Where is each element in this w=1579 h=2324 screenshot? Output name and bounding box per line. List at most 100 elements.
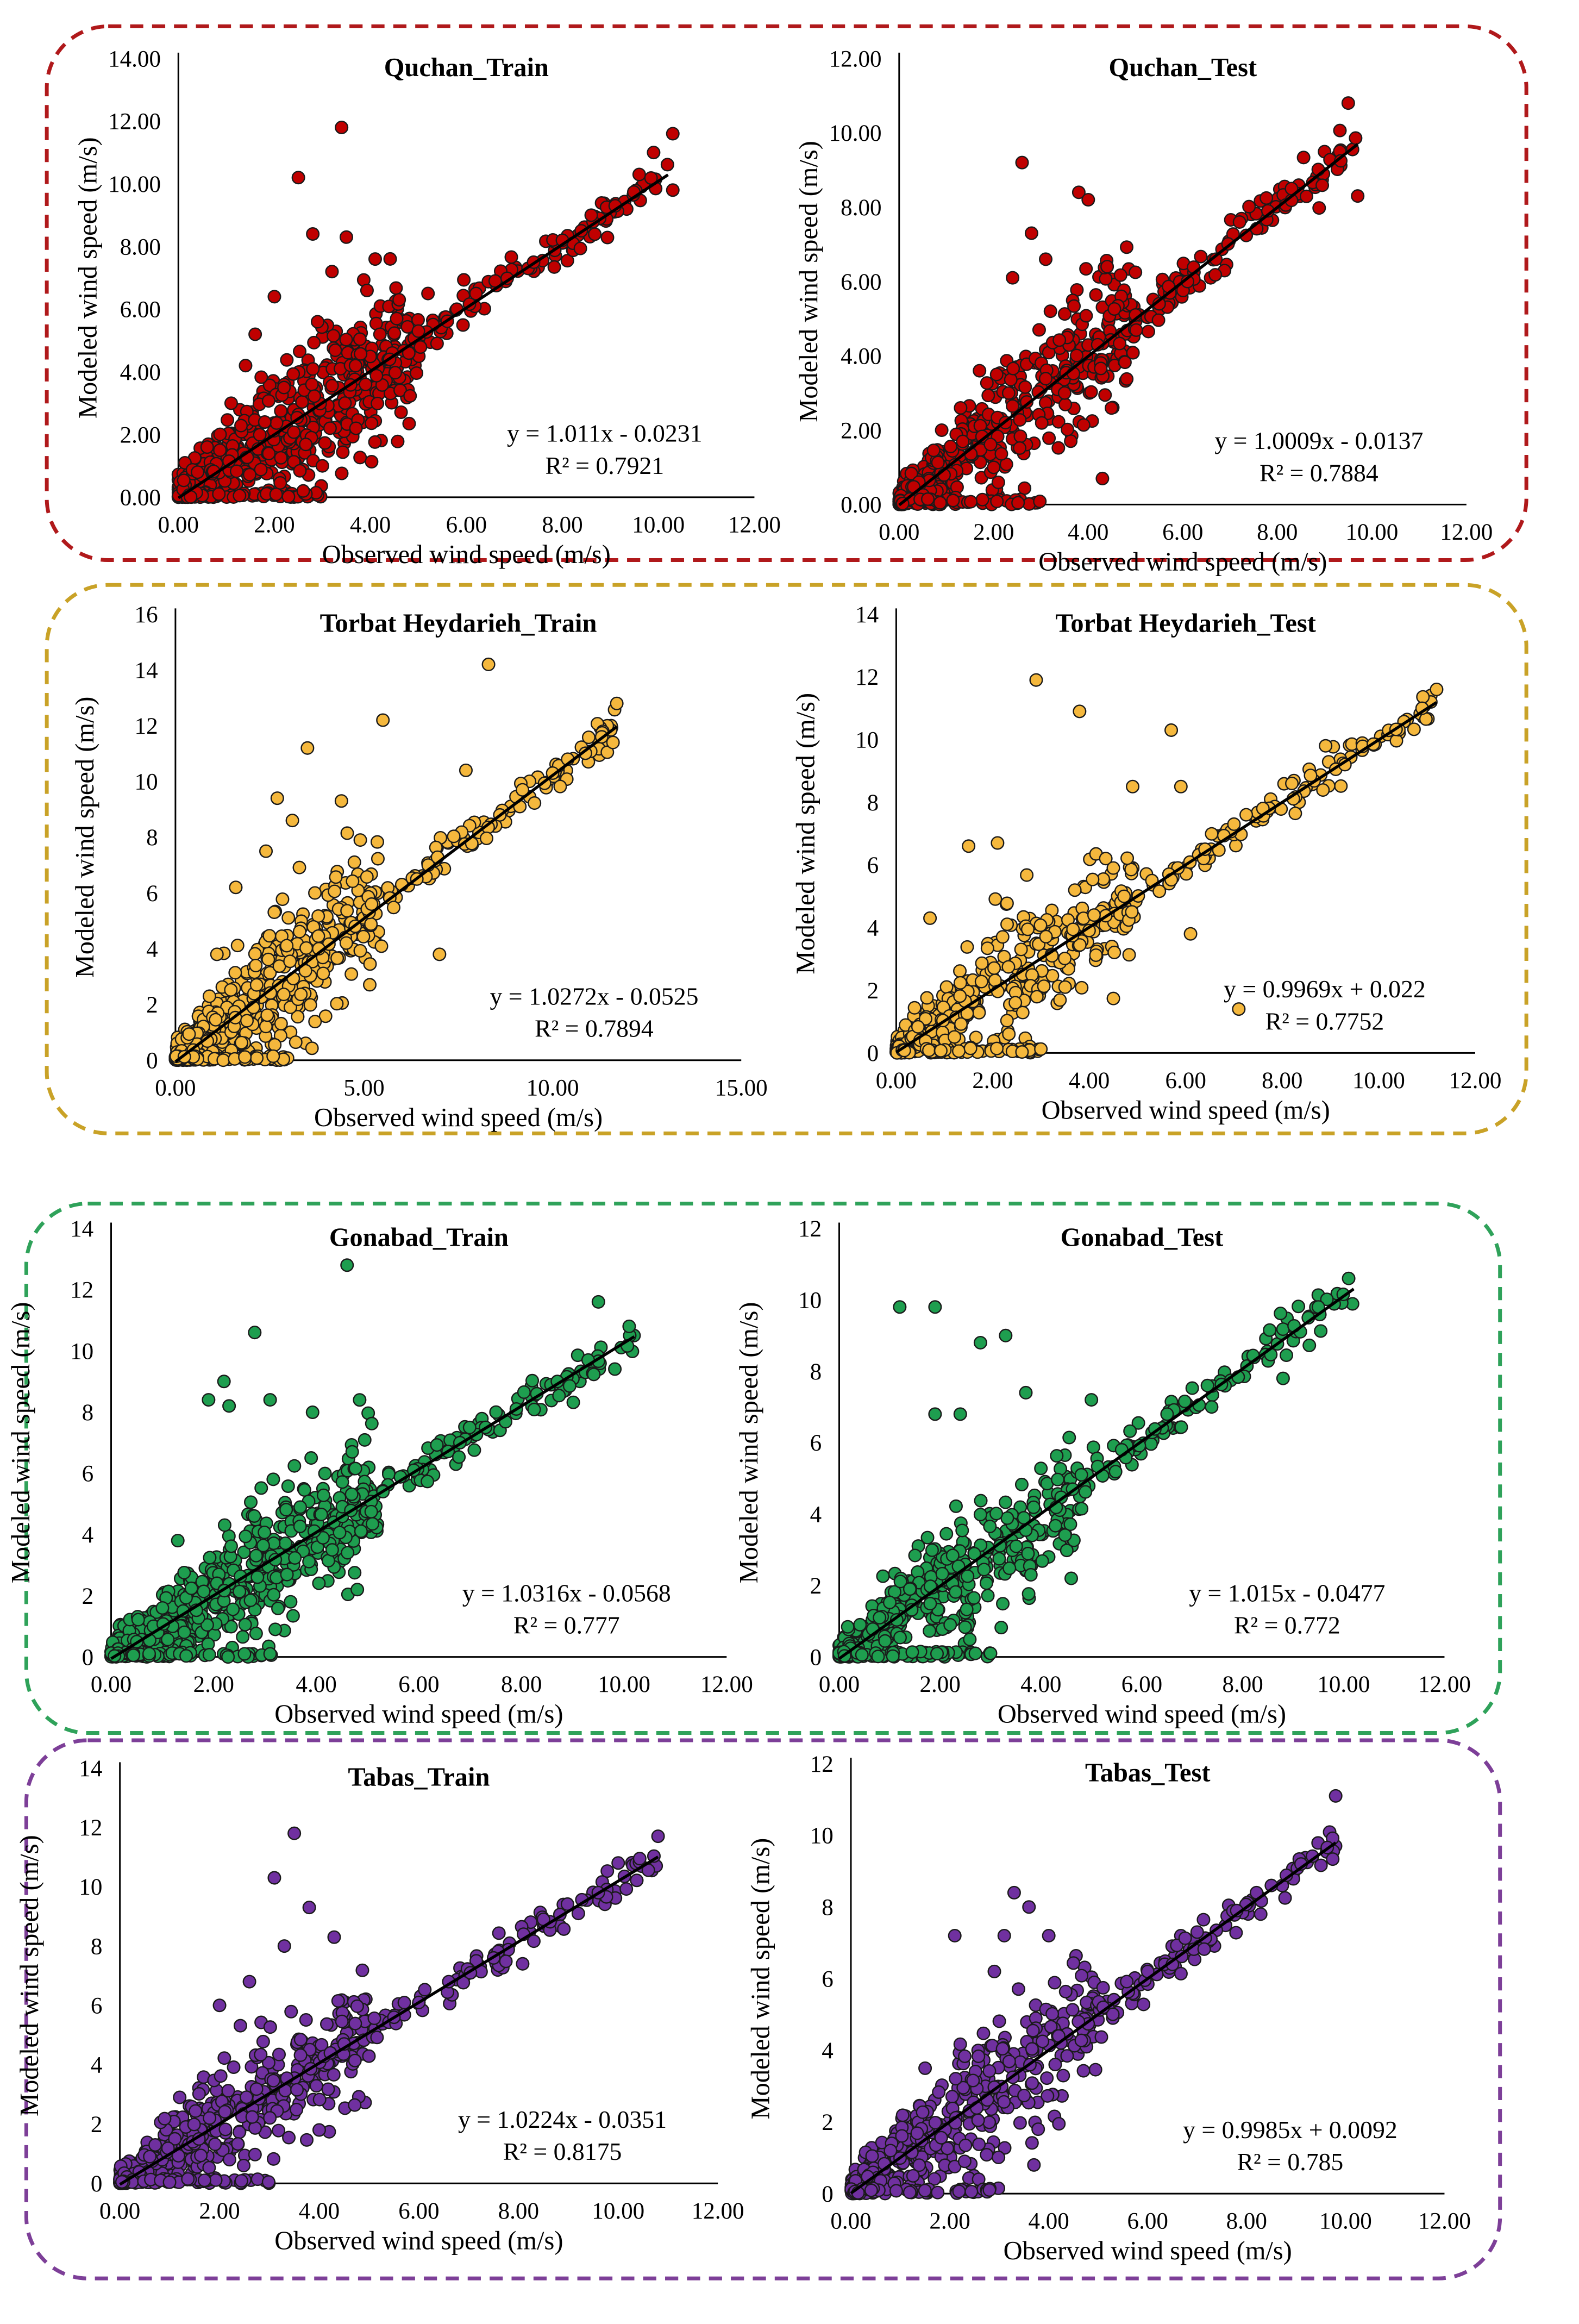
- data-point: [253, 428, 267, 442]
- data-point: [1043, 304, 1057, 318]
- data-point: [433, 947, 447, 961]
- data-point: [1086, 1440, 1100, 1454]
- data-point: [1416, 690, 1430, 704]
- data-point: [925, 1543, 939, 1557]
- data-point: [233, 1584, 247, 1598]
- trendline: [119, 1856, 659, 2186]
- data-point: [980, 941, 994, 955]
- data-point: [263, 2020, 277, 2034]
- data-point: [1013, 441, 1027, 455]
- data-point: [333, 1526, 347, 1540]
- x-tick-label: 10.00: [1352, 1068, 1405, 1094]
- y-tick-label: 14.00: [108, 46, 161, 72]
- data-point: [973, 1508, 987, 1522]
- data-point: [1015, 155, 1029, 170]
- data-point: [280, 939, 294, 953]
- x-tick-label: 6.00: [1162, 520, 1203, 545]
- data-point: [1058, 1528, 1072, 1542]
- data-point: [447, 829, 461, 844]
- y-tick-label: 0: [867, 1041, 879, 1066]
- data-point: [177, 1625, 191, 1639]
- data-point: [182, 1027, 196, 1041]
- scatter-points: [892, 96, 1365, 511]
- group-border-quchan: [45, 24, 1528, 563]
- data-point: [953, 976, 967, 990]
- data-point: [187, 2117, 201, 2132]
- data-point: [270, 416, 284, 430]
- data-point: [222, 2153, 236, 2167]
- data-point: [213, 443, 227, 457]
- data-point: [263, 1393, 277, 1407]
- data-point: [362, 978, 377, 992]
- data-point: [238, 1050, 252, 1064]
- group-border-gonabad: [24, 1201, 1502, 1735]
- data-point: [267, 1871, 281, 1885]
- data-point: [1349, 131, 1363, 145]
- data-point: [873, 1610, 887, 1625]
- data-point: [1048, 1519, 1062, 1533]
- data-point: [277, 380, 291, 395]
- data-point: [325, 1543, 339, 1557]
- data-point: [943, 1617, 957, 1632]
- data-point: [973, 364, 987, 378]
- data-point: [387, 326, 402, 340]
- data-point: [560, 254, 574, 268]
- y-tick-label: 0: [91, 2171, 103, 2197]
- data-point: [1035, 1554, 1049, 1568]
- data-point: [975, 956, 989, 970]
- data-point: [418, 1983, 432, 1997]
- data-point: [224, 983, 238, 997]
- data-point: [994, 1621, 1008, 1635]
- data-point: [1062, 1430, 1076, 1445]
- data-point: [258, 1526, 272, 1540]
- y-tick-label: 2: [146, 992, 158, 1018]
- data-point: [391, 434, 405, 448]
- x-tick-label: 12.00: [728, 512, 781, 538]
- data-point: [340, 826, 354, 840]
- data-point: [368, 435, 382, 449]
- data-point: [1020, 922, 1035, 936]
- data-point: [275, 892, 290, 907]
- trend-equation: y = 1.0009x - 0.0137: [1214, 427, 1423, 454]
- y-tick-label: 8.00: [841, 195, 881, 221]
- data-point: [248, 947, 262, 961]
- data-point: [619, 1882, 634, 1896]
- data-point: [218, 2122, 233, 2136]
- y-tick-label: 14: [79, 1756, 102, 1782]
- data-point: [430, 336, 444, 351]
- data-point: [297, 1483, 311, 1497]
- data-point: [911, 1020, 925, 1034]
- data-point: [217, 2051, 231, 2065]
- data-point: [192, 2087, 206, 2101]
- data-point: [1068, 883, 1082, 897]
- data-point: [1074, 1468, 1088, 1482]
- data-point: [584, 208, 598, 222]
- data-point: [315, 459, 329, 473]
- data-point: [304, 1451, 318, 1465]
- x-tick-label: 10.00: [632, 512, 685, 538]
- data-point: [403, 389, 417, 403]
- data-point: [996, 1597, 1010, 1611]
- data-point: [1185, 1381, 1199, 1395]
- data-point: [958, 1620, 972, 1634]
- x-tick-label: 0.00: [819, 1672, 860, 1697]
- data-point: [992, 1552, 1006, 1566]
- data-point: [1042, 431, 1056, 445]
- data-point: [963, 1632, 977, 1646]
- data-point: [1100, 260, 1114, 274]
- data-point: [632, 1852, 647, 1866]
- data-point: [905, 1645, 919, 1659]
- data-point: [1242, 199, 1256, 214]
- data-point: [349, 421, 363, 435]
- data-point: [281, 490, 296, 504]
- x-axis-label: Observed wind speed (m/s): [322, 540, 611, 569]
- data-point: [236, 2158, 250, 2172]
- data-point: [234, 418, 248, 433]
- data-point: [321, 2082, 335, 2096]
- data-point: [309, 2079, 323, 2093]
- data-point: [366, 1517, 380, 1531]
- data-point: [1085, 1393, 1099, 1407]
- data-point: [421, 286, 435, 301]
- data-point: [1013, 413, 1027, 427]
